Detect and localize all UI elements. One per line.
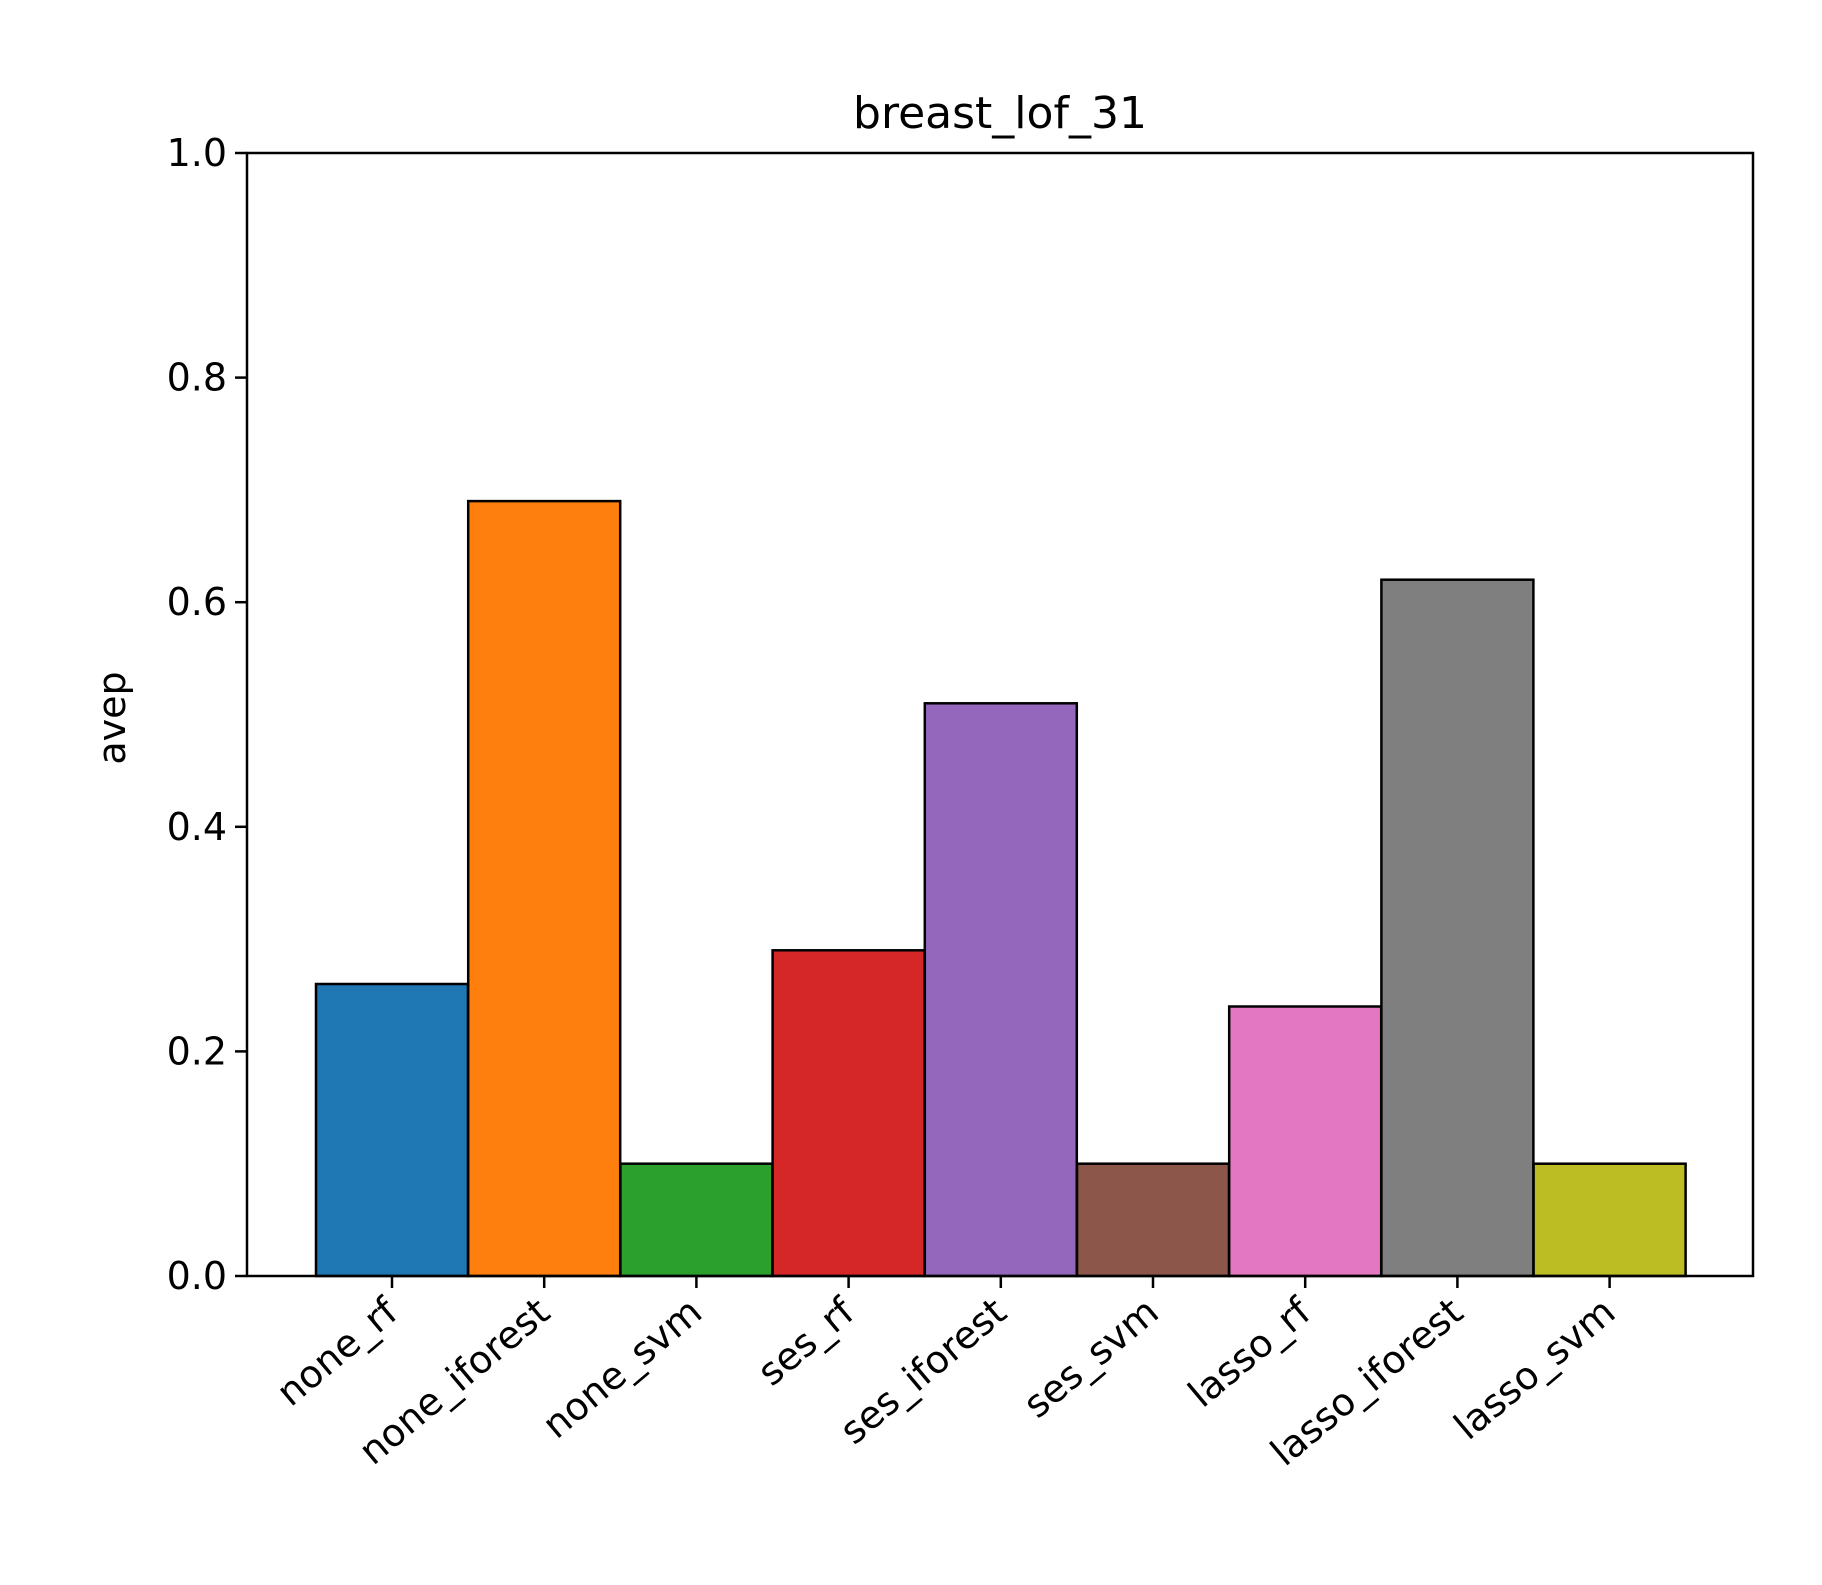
y-tick-label: 0.0 — [167, 1254, 227, 1298]
bars-layer — [314, 499, 1687, 1278]
bar-none_iforest — [466, 499, 622, 1278]
bar-lasso_rf — [1227, 1005, 1383, 1278]
bar-none_rf — [314, 982, 470, 1278]
bar-none_svm — [619, 1162, 774, 1278]
chart-title: breast_lof_31 — [853, 88, 1147, 139]
bar-lasso_iforest — [1380, 578, 1535, 1278]
bar-ses_rf — [771, 949, 926, 1278]
y-tick-label: 1.0 — [167, 131, 227, 175]
bar-ses_iforest — [923, 702, 1079, 1278]
y-axis: 0.0 0.2 0.4 0.6 0.8 1.0 — [167, 131, 247, 1298]
y-tick-label: 0.8 — [167, 356, 227, 400]
y-tick-label: 0.6 — [167, 580, 227, 624]
plot-area-frame — [245, 151, 1755, 1278]
y-tick-label: 0.4 — [167, 805, 227, 849]
y-tick-label: 0.2 — [167, 1029, 227, 1073]
bar-ses_svm — [1075, 1162, 1231, 1278]
bar-lasso_svm — [1532, 1162, 1687, 1278]
y-axis-label: avep — [90, 671, 134, 764]
